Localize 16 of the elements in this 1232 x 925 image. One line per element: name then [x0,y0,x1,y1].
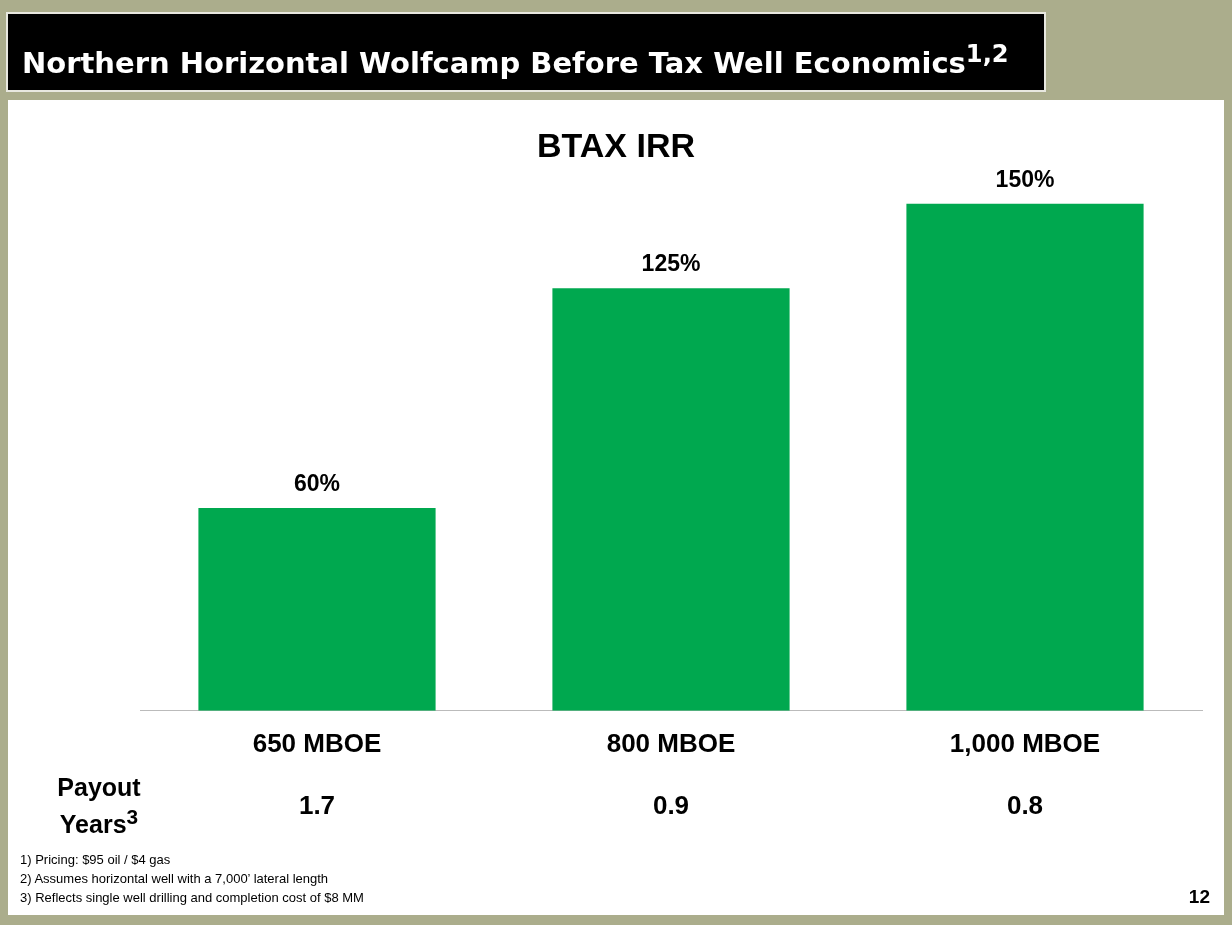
text: 2) Assumes horizontal well with a 7,000’ lateral length [20,871,329,886]
x-tick-label: 650 MBOE [252,727,382,758]
x-tick-label: 800 MBOE [606,727,736,758]
data-label: 125% [641,250,701,277]
chart-title: Northern Horizontal Wolfcamp Before Tax Well Economics$^{1,2}$ [6,12,1046,92]
text: 1) Pricing: $95 oil / $4 gas [20,852,171,867]
text: 3) Reflects single well drilling and completion cost of $8 MM [20,890,364,905]
data-label: 150% [995,165,1055,192]
text: 12 [1188,886,1210,908]
data-label: 60% [293,469,341,496]
chart-subtitle: BTAX IRR [536,126,696,165]
text: 1.7 [298,790,336,821]
text: 0.9 [652,790,690,821]
text: Payout Years$^{3}$ [56,772,142,840]
text: 0.8 [1006,790,1044,821]
x-tick-label: 1,000 MBOE [949,727,1101,758]
